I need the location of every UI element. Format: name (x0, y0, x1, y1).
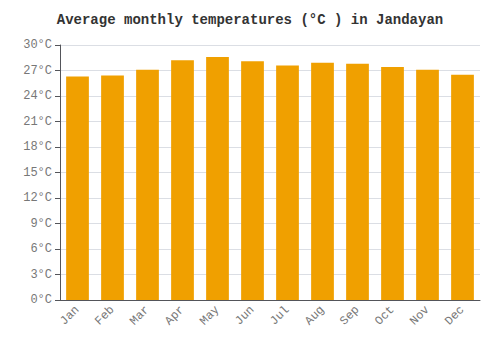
svg-text:May: May (197, 303, 222, 328)
svg-text:Jun: Jun (232, 303, 257, 328)
svg-text:6°C: 6°C (30, 242, 52, 256)
svg-text:Nov: Nov (407, 303, 432, 328)
svg-text:Dec: Dec (442, 303, 467, 328)
svg-text:18°C: 18°C (23, 140, 52, 154)
svg-text:24°C: 24°C (23, 89, 52, 103)
svg-text:Oct: Oct (372, 303, 397, 328)
svg-text:Aug: Aug (302, 303, 327, 328)
svg-text:Jul: Jul (267, 303, 292, 328)
svg-text:12°C: 12°C (23, 191, 52, 205)
svg-text:9°C: 9°C (30, 217, 52, 231)
svg-text:Apr: Apr (162, 303, 187, 328)
svg-text:Sep: Sep (337, 303, 362, 328)
svg-text:15°C: 15°C (23, 166, 52, 180)
svg-text:Average monthly temperatures (: Average monthly temperatures (°C ) in Ja… (57, 12, 443, 28)
svg-text:21°C: 21°C (23, 115, 52, 129)
svg-text:Jan: Jan (57, 303, 82, 328)
svg-text:0°C: 0°C (30, 293, 52, 307)
svg-text:30°C: 30°C (23, 38, 52, 52)
svg-text:Mar: Mar (127, 303, 152, 328)
svg-text:Feb: Feb (92, 303, 117, 328)
svg-text:3°C: 3°C (30, 268, 52, 282)
svg-text:27°C: 27°C (23, 64, 52, 78)
